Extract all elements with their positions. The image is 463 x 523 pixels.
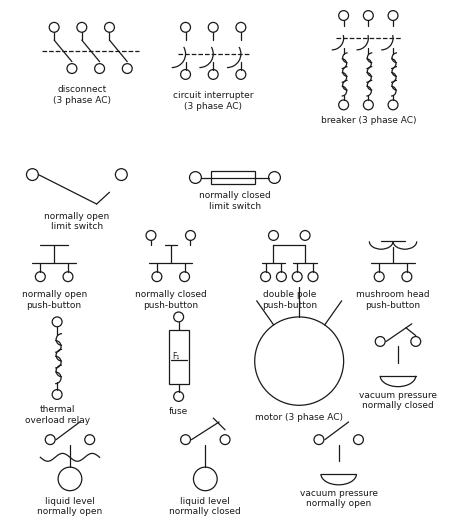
Text: motor (3 phase AC): motor (3 phase AC) bbox=[255, 413, 343, 422]
Text: normally open
limit switch: normally open limit switch bbox=[44, 212, 110, 231]
Bar bbox=[211, 170, 255, 185]
Text: disconnect
(3 phase AC): disconnect (3 phase AC) bbox=[53, 85, 111, 105]
Text: double pole
push-button: double pole push-button bbox=[262, 290, 317, 310]
Text: circuit interrupter
(3 phase AC): circuit interrupter (3 phase AC) bbox=[173, 91, 253, 110]
Text: fuse: fuse bbox=[169, 407, 188, 416]
Text: F₁: F₁ bbox=[172, 351, 179, 361]
Text: liquid level
normally closed: liquid level normally closed bbox=[169, 496, 241, 516]
Text: normally open
push-button: normally open push-button bbox=[21, 290, 87, 310]
Bar bbox=[169, 329, 188, 384]
Text: normally closed
push-button: normally closed push-button bbox=[135, 290, 206, 310]
Text: vacuum pressure
normally open: vacuum pressure normally open bbox=[300, 488, 378, 508]
Text: mushroom head
push-button: mushroom head push-button bbox=[356, 290, 430, 310]
Text: liquid level
normally open: liquid level normally open bbox=[38, 496, 103, 516]
Text: normally closed
limit switch: normally closed limit switch bbox=[199, 191, 271, 211]
Text: thermal
overload relay: thermal overload relay bbox=[25, 405, 90, 425]
Text: breaker (3 phase AC): breaker (3 phase AC) bbox=[320, 116, 416, 124]
Text: vacuum pressure
normally closed: vacuum pressure normally closed bbox=[359, 391, 437, 410]
